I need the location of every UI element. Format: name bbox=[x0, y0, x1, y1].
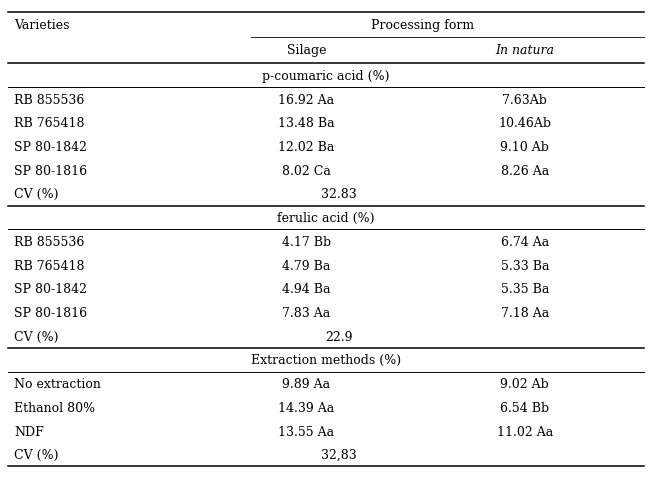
Text: 7.18 Aa: 7.18 Aa bbox=[501, 307, 549, 320]
Text: CV (%): CV (%) bbox=[14, 188, 59, 202]
Text: RB 765418: RB 765418 bbox=[14, 117, 85, 130]
Text: 13.55 Aa: 13.55 Aa bbox=[278, 425, 334, 439]
Text: 9.10 Ab: 9.10 Ab bbox=[501, 141, 549, 154]
Text: 8.02 Ca: 8.02 Ca bbox=[282, 165, 331, 178]
Text: Silage: Silage bbox=[287, 44, 326, 57]
Text: CV (%): CV (%) bbox=[14, 330, 59, 344]
Text: 6.74 Aa: 6.74 Aa bbox=[501, 236, 549, 249]
Text: 4.79 Ba: 4.79 Ba bbox=[282, 259, 331, 273]
Text: SP 80-1842: SP 80-1842 bbox=[14, 141, 87, 154]
Text: No extraction: No extraction bbox=[14, 378, 101, 391]
Text: SP 80-1842: SP 80-1842 bbox=[14, 283, 87, 296]
Text: NDF: NDF bbox=[14, 425, 44, 439]
Text: 12.02 Ba: 12.02 Ba bbox=[278, 141, 334, 154]
Text: 11.02 Aa: 11.02 Aa bbox=[497, 425, 553, 439]
Text: 13.48 Ba: 13.48 Ba bbox=[278, 117, 334, 130]
Text: Processing form: Processing form bbox=[370, 19, 474, 32]
Text: 7.63Ab: 7.63Ab bbox=[503, 93, 547, 107]
Text: RB 855536: RB 855536 bbox=[14, 93, 85, 107]
Text: 5.33 Ba: 5.33 Ba bbox=[501, 259, 549, 273]
Text: p-coumaric acid (%): p-coumaric acid (%) bbox=[262, 70, 390, 83]
Text: Ethanol 80%: Ethanol 80% bbox=[14, 402, 95, 415]
Text: 14.39 Aa: 14.39 Aa bbox=[278, 402, 334, 415]
Text: 4.94 Ba: 4.94 Ba bbox=[282, 283, 331, 296]
Text: 22.9: 22.9 bbox=[325, 330, 353, 344]
Text: Varieties: Varieties bbox=[14, 19, 70, 32]
Text: 9.02 Ab: 9.02 Ab bbox=[501, 378, 549, 391]
Text: ferulic acid (%): ferulic acid (%) bbox=[277, 212, 375, 225]
Text: 4.17 Bb: 4.17 Bb bbox=[282, 236, 331, 249]
Text: RB 765418: RB 765418 bbox=[14, 259, 85, 273]
Text: SP 80-1816: SP 80-1816 bbox=[14, 165, 87, 178]
Text: SP 80-1816: SP 80-1816 bbox=[14, 307, 87, 320]
Text: 16.92 Aa: 16.92 Aa bbox=[278, 93, 334, 107]
Text: Extraction methods (%): Extraction methods (%) bbox=[251, 354, 401, 368]
Text: 32.83: 32.83 bbox=[321, 188, 357, 202]
Text: 8.26 Aa: 8.26 Aa bbox=[501, 165, 549, 178]
Text: 32,83: 32,83 bbox=[321, 449, 357, 462]
Text: 5.35 Ba: 5.35 Ba bbox=[501, 283, 549, 296]
Text: RB 855536: RB 855536 bbox=[14, 236, 85, 249]
Text: 6.54 Bb: 6.54 Bb bbox=[500, 402, 550, 415]
Text: In natura: In natura bbox=[496, 44, 554, 57]
Text: 7.83 Aa: 7.83 Aa bbox=[282, 307, 331, 320]
Text: 9.89 Aa: 9.89 Aa bbox=[282, 378, 331, 391]
Text: 10.46Ab: 10.46Ab bbox=[498, 117, 552, 130]
Text: CV (%): CV (%) bbox=[14, 449, 59, 462]
